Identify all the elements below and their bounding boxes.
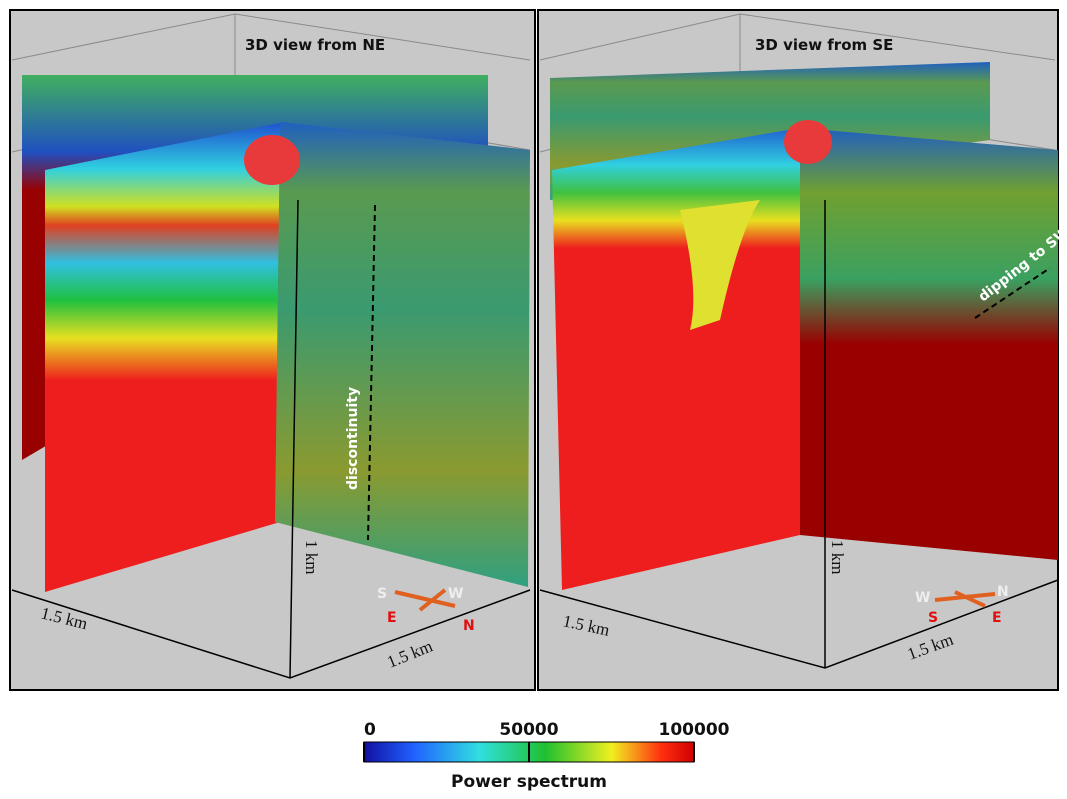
compass-label: N [463,618,475,634]
panel-title: 3D view from SE [755,36,893,54]
compass-label: W [915,590,930,606]
tick-label: 0 [364,720,376,740]
colorbar: Power spectrum 0 50000 100000 [363,720,730,792]
tick-label: 50000 [499,720,558,740]
front-slice [45,122,285,592]
compass-label: E [992,610,1002,626]
compass-label: W [448,586,463,602]
compass-label: N [997,584,1009,600]
box-edges [11,199,531,679]
compass-icon [934,590,996,608]
compass-label: S [377,586,387,602]
side-slice [800,128,1058,560]
depth-label: 1 km [302,540,321,574]
dashed-line [974,267,1051,319]
annotation: discontinuity [345,387,361,490]
colorbar-label: Power spectrum [451,772,607,792]
panel-title: 3D view from NE [245,36,385,54]
anomaly-body [784,120,832,164]
tick-label: 100000 [659,720,730,740]
depth-label: 1 km [828,540,847,574]
anomaly-body [244,135,300,185]
compass-label: E [387,610,397,626]
compass-label: S [928,610,938,626]
panel-right: 3D view from SE dipping to SW 1 km 1.5 k… [537,9,1067,691]
dashed-line [367,204,376,541]
plume [680,200,760,330]
box-edges [539,200,1059,669]
panel-left: 3D view from NE discontinuity 1 km 1.5 k… [9,9,536,691]
side-slice [275,122,530,587]
front-slice [552,128,800,590]
compass-icon [394,588,456,612]
